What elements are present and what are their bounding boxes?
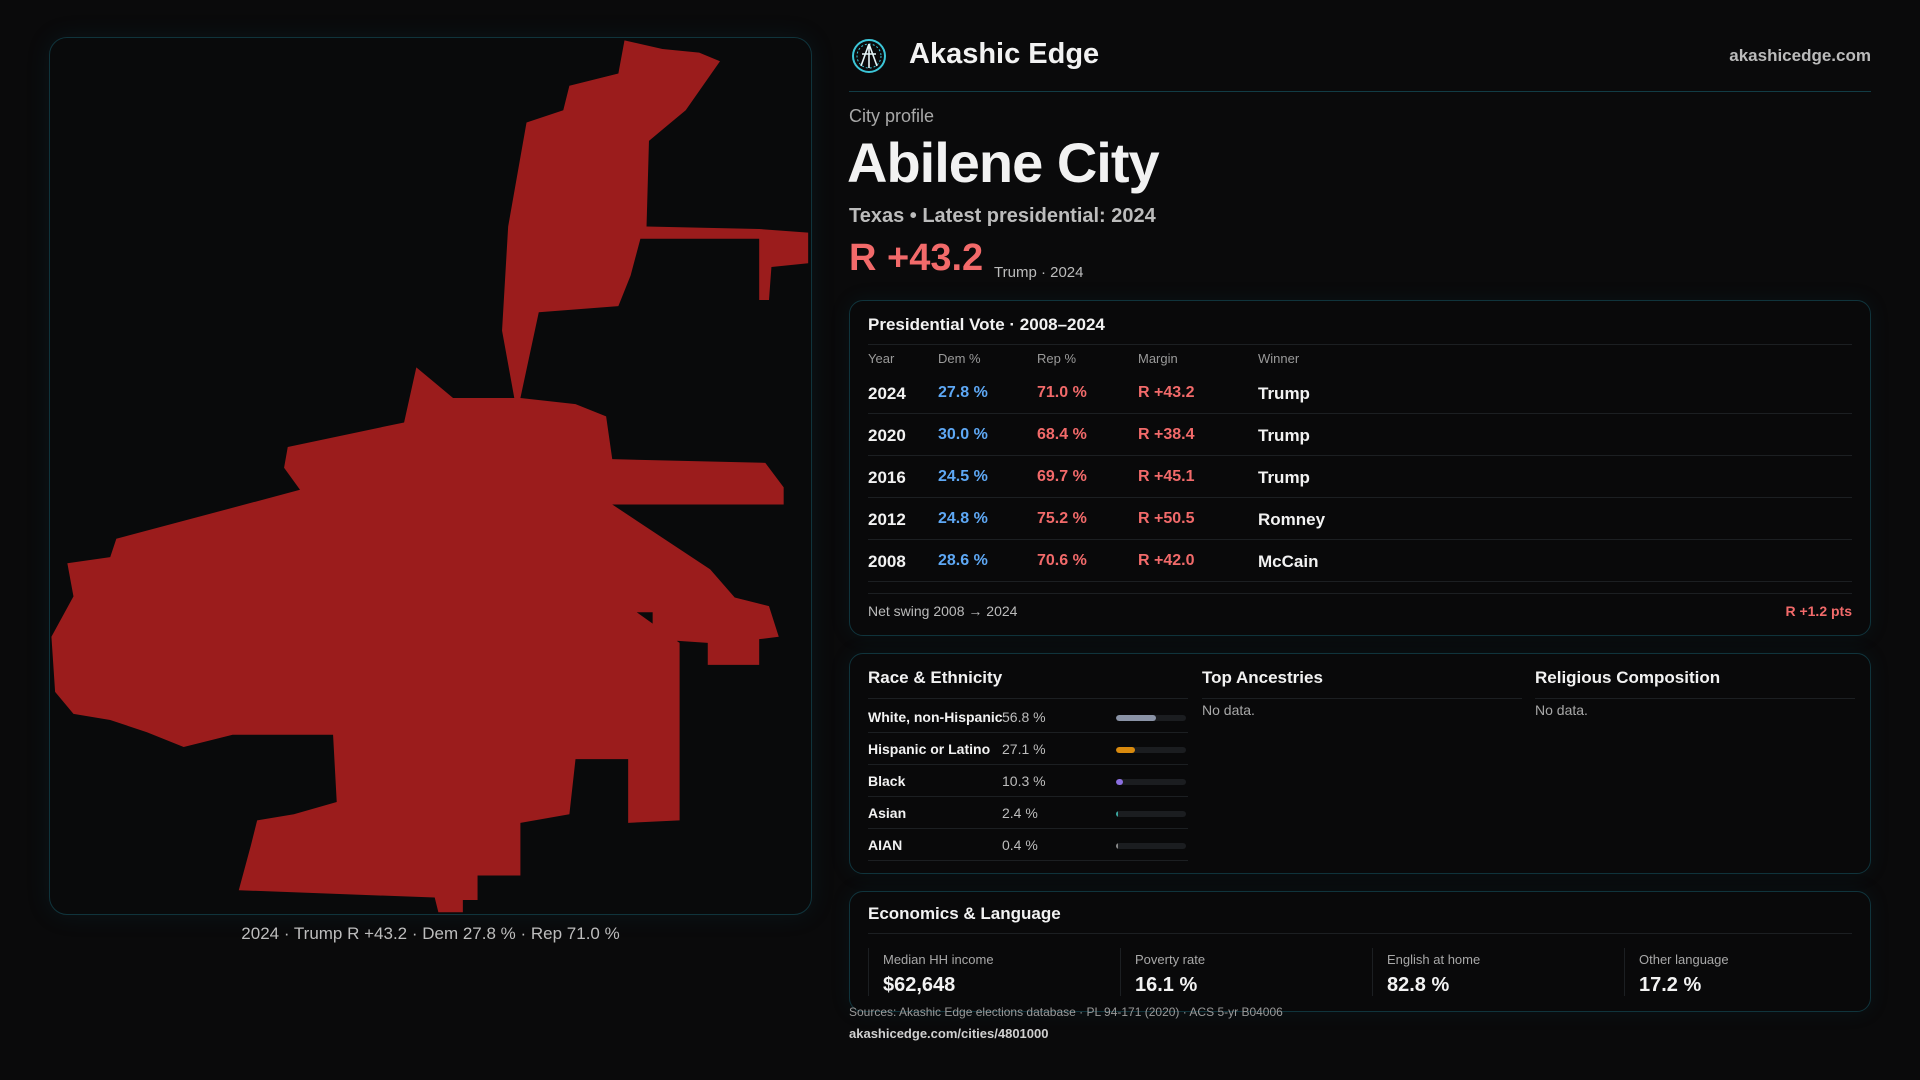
vote-cell-year: 2024 [868, 384, 906, 403]
religion-title: Religious Composition [1535, 668, 1721, 687]
stat-divider [868, 948, 869, 996]
race-bar-fill [1116, 747, 1135, 753]
race-bar-fill [1116, 843, 1118, 849]
vote-cell-winner: McCain [1258, 552, 1319, 571]
vote-cell-rep: 71.0 % [1037, 384, 1087, 401]
vote-cell-dem: 30.0 % [938, 426, 988, 443]
column-header: Rep % [1037, 351, 1077, 366]
vote-cell-year: 2020 [868, 426, 906, 445]
sources-note: Sources: Akashic Edge elections database… [849, 1005, 1283, 1019]
stat-label: English at home [1387, 952, 1481, 967]
vote-cell-dem: 24.8 % [938, 510, 988, 527]
column-header: Dem % [938, 351, 981, 366]
race-percent: 2.4 % [1002, 805, 1038, 821]
akashic-logo-icon [852, 39, 886, 73]
economics-card: Economics & Language Median HH income $62… [849, 891, 1871, 1012]
map-caption: 2024 · Trump R +43.2 · Dem 27.8 % · Rep … [241, 924, 620, 943]
demographics-card: Race & Ethnicity White, non-Hispanic 56.8… [849, 653, 1871, 874]
race-bar-fill [1116, 715, 1156, 721]
table-row-divider [868, 455, 1852, 456]
race-bar [1116, 811, 1186, 817]
race-percent: 0.4 % [1002, 837, 1038, 853]
stat-divider [1372, 948, 1373, 996]
race-bar [1116, 843, 1186, 849]
vote-cell-margin: R +45.1 [1138, 468, 1195, 485]
map-panel[interactable] [49, 37, 812, 915]
race-bar-fill [1116, 779, 1124, 785]
vote-cell-rep: 68.4 % [1037, 426, 1087, 443]
race-title: Race & Ethnicity [868, 668, 1003, 687]
race-bar [1116, 715, 1186, 721]
page-title: Abilene City [847, 131, 1160, 194]
race-label: AIAN [868, 837, 903, 853]
ancestries-title: Top Ancestries [1202, 668, 1323, 687]
race-bar [1116, 747, 1186, 753]
race-percent: 10.3 % [1002, 773, 1046, 789]
row-divider [868, 796, 1188, 797]
stat-value: 17.2 % [1639, 974, 1702, 996]
row-divider [868, 732, 1188, 733]
net-swing-label: Net swing 2008 → 2024 [868, 603, 1018, 619]
vote-cell-rep: 70.6 % [1037, 552, 1087, 569]
vote-cell-margin: R +50.5 [1138, 510, 1195, 527]
table-row-divider [868, 581, 1852, 582]
stat-divider [1120, 948, 1121, 996]
headline-margin-detail: Trump · 2024 [994, 264, 1084, 281]
vote-cell-winner: Trump [1258, 426, 1310, 445]
vote-cell-margin: R +38.4 [1138, 426, 1195, 443]
net-swing-value: R +1.2 pts [1785, 603, 1852, 619]
econ-title: Economics & Language [868, 904, 1061, 923]
stat-label: Poverty rate [1135, 952, 1206, 967]
table-row-divider [868, 413, 1852, 414]
header-divider [849, 91, 1871, 92]
stat-divider [1624, 948, 1625, 996]
stat-value: 16.1 % [1135, 974, 1198, 996]
row-divider [868, 764, 1188, 765]
site-link[interactable]: akashicedge.com [1729, 46, 1871, 65]
race-bar [1116, 779, 1186, 785]
table-row-divider [868, 497, 1852, 498]
stat-label: Other language [1639, 952, 1729, 967]
column-header: Year [868, 351, 895, 366]
row-divider [868, 860, 1188, 861]
vote-cell-rep: 75.2 % [1037, 510, 1087, 527]
brand-name: Akashic Edge [909, 38, 1100, 70]
table-row-divider [868, 539, 1852, 540]
vote-cell-winner: Trump [1258, 468, 1310, 487]
card-title: Presidential Vote · 2008–2024 [868, 315, 1105, 334]
vote-cell-year: 2008 [868, 552, 906, 571]
ancestries-empty: No data. [1202, 702, 1255, 718]
race-label: Hispanic or Latino [868, 741, 991, 757]
vote-cell-margin: R +43.2 [1138, 384, 1195, 401]
vote-cell-rep: 69.7 % [1037, 468, 1087, 485]
presidential-vote-card: Presidential Vote · 2008–2024 Year Dem % R… [849, 300, 1871, 636]
race-bar-fill [1116, 811, 1118, 817]
vote-cell-margin: R +42.0 [1138, 552, 1195, 569]
page-kicker: City profile [849, 106, 935, 126]
vote-cell-year: 2016 [868, 468, 906, 487]
race-label: White, non-Hispanic [868, 709, 1003, 725]
vote-cell-winner: Romney [1258, 510, 1326, 529]
race-label: Asian [868, 805, 907, 821]
race-label: Black [868, 773, 906, 789]
vote-cell-dem: 27.8 % [938, 384, 988, 401]
stat-value: 82.8 % [1387, 974, 1450, 996]
column-header: Winner [1258, 351, 1300, 366]
stat-value: $62,648 [883, 974, 956, 996]
row-divider [868, 828, 1188, 829]
vote-cell-year: 2012 [868, 510, 906, 529]
race-percent: 56.8 % [1002, 709, 1046, 725]
race-percent: 27.1 % [1002, 741, 1046, 757]
vote-cell-dem: 28.6 % [938, 552, 988, 569]
headline-margin: R +43.2 [849, 237, 984, 279]
page-subtitle: Texas • Latest presidential: 2024 [849, 205, 1156, 227]
vote-cell-dem: 24.5 % [938, 468, 988, 485]
column-header: Margin [1138, 351, 1178, 366]
stat-label: Median HH income [883, 952, 994, 967]
page-url[interactable]: akashicedge.com/cities/4801000 [849, 1026, 1049, 1041]
religion-empty: No data. [1535, 702, 1588, 718]
vote-cell-winner: Trump [1258, 384, 1310, 403]
